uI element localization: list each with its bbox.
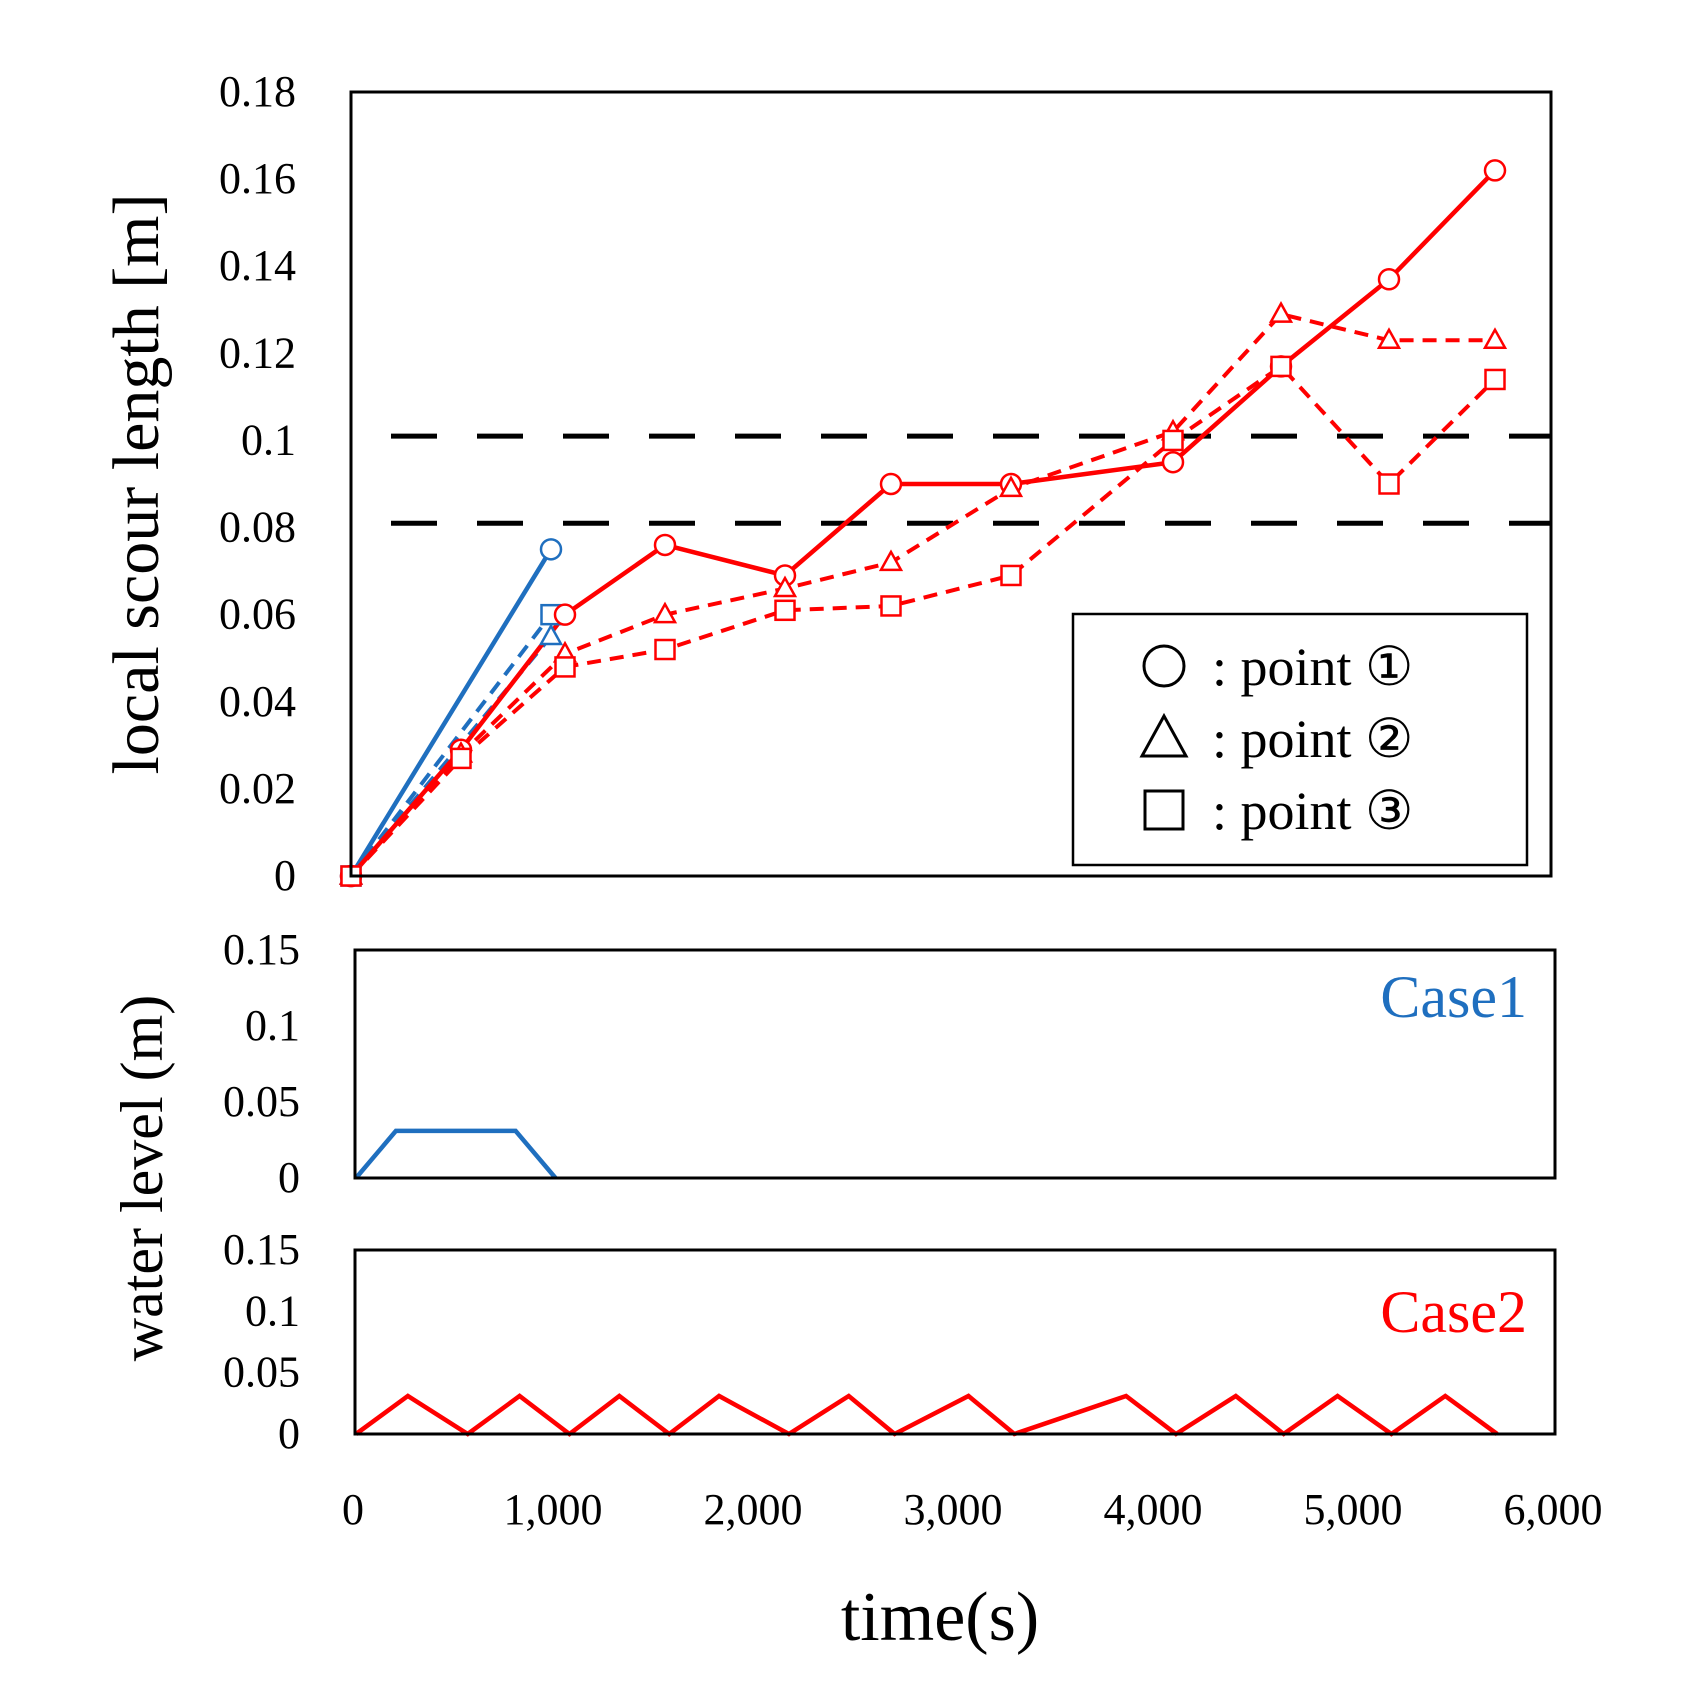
case2-water-level-panel: 0 0.05 0.1 0.15 Case2 xyxy=(223,1225,1557,1458)
x-axis-title: time(s) xyxy=(841,1579,1039,1656)
y-tick-label: 0.05 xyxy=(223,1348,300,1397)
data-point-case2-triangle xyxy=(998,475,1024,498)
y-tick-label: 0.04 xyxy=(219,677,296,726)
data-point-case2-circle xyxy=(553,603,577,626)
data-point-case2-square xyxy=(1270,355,1292,378)
y-tick-label: 0.16 xyxy=(219,154,296,203)
x-tick-label: 4,000 xyxy=(1104,1485,1203,1534)
y-tick-label: 0.14 xyxy=(219,241,296,290)
y-tick-label: 0.15 xyxy=(223,925,300,974)
y-tick-label: 0.15 xyxy=(223,1225,300,1274)
data-point-case1-circle xyxy=(539,538,563,561)
y-tick-label: 0.18 xyxy=(219,67,296,116)
data-point-case2-circle xyxy=(653,533,677,557)
case-label: Case2 xyxy=(1380,1279,1527,1345)
y-axis-title: local scour length [m] xyxy=(100,194,173,775)
x-tick-label: 0 xyxy=(342,1485,364,1534)
y-tick-label: 0.1 xyxy=(245,1286,300,1335)
y-tick-label: 0.08 xyxy=(219,503,296,552)
data-point-case2-triangle xyxy=(652,601,678,624)
legend-label: : point ② xyxy=(1212,709,1413,769)
data-point-case2-triangle xyxy=(878,549,904,572)
y-tick-label: 0.1 xyxy=(241,415,296,464)
case1-water-level-panel: 0 0.05 0.1 0.15 Case1 xyxy=(223,925,1557,1202)
x-tick-label: 6,000 xyxy=(1504,1485,1603,1534)
data-point-case2-square xyxy=(1162,429,1184,452)
data-point-case2-circle xyxy=(1483,159,1507,182)
data-point-case2-triangle xyxy=(1376,327,1402,350)
plot-frame xyxy=(349,90,1553,878)
y-tick-label: 0 xyxy=(278,1153,300,1202)
legend-square-icon xyxy=(1143,789,1185,831)
data-point-case2-square xyxy=(450,747,472,770)
case-label: Case1 xyxy=(1380,964,1527,1030)
plot-frame xyxy=(353,948,1557,1180)
y-tick-label: 0.06 xyxy=(219,590,296,639)
data-point-case2-circle xyxy=(879,472,903,496)
shared-axis-labels: 0 1,000 2,000 3,000 4,000 5,000 6,000 time(s) wa… xyxy=(109,995,1603,1656)
data-point-case2-square xyxy=(1000,564,1022,587)
x-tick-label: 3,000 xyxy=(904,1485,1003,1534)
series-line-case1-circle xyxy=(349,548,553,878)
legend: : point ① : point ② : point ③ xyxy=(1071,612,1529,867)
x-tick-label: 5,000 xyxy=(1304,1485,1403,1534)
data-point-case2-square xyxy=(774,599,796,622)
data-point-case2-triangle xyxy=(1482,327,1508,350)
data-point-case2-square xyxy=(880,595,902,617)
y-tick-label: 0 xyxy=(278,1409,300,1458)
data-point-case2-circle xyxy=(1377,268,1401,291)
scour-length-panel: 0 0.02 0.04 0.06 0.08 0.1 0.12 0.14 0.16 0.18 : po… xyxy=(100,67,1553,900)
x-tick-label: 1,000 xyxy=(504,1485,603,1534)
data-point-case1-triangle xyxy=(538,623,564,646)
data-point-case2-triangle xyxy=(772,575,798,598)
y-tick-label: 0.05 xyxy=(223,1077,300,1126)
data-point-case2-square xyxy=(654,638,676,661)
legend-triangle-icon xyxy=(1139,712,1189,758)
water-level-line xyxy=(354,1393,1499,1437)
legend-box xyxy=(1071,612,1529,867)
y-tick-label: 0.1 xyxy=(245,1001,300,1050)
legend-label: : point ① xyxy=(1212,637,1413,697)
x-tick-label: 2,000 xyxy=(704,1485,803,1534)
data-point-case2-square xyxy=(1484,368,1506,391)
y-tick-label: 0 xyxy=(274,851,296,900)
plot-frame xyxy=(353,1248,1557,1436)
legend-circle-icon xyxy=(1142,644,1186,688)
water-level-line xyxy=(354,1128,558,1180)
y-tick-label: 0.12 xyxy=(219,328,296,377)
data-point-case2-circle xyxy=(1161,450,1185,474)
legend-label: : point ③ xyxy=(1212,781,1413,841)
data-point-case2-square xyxy=(554,656,576,678)
water-level-axis-title: water level (m) xyxy=(109,995,175,1361)
y-tick-label: 0.02 xyxy=(219,764,296,813)
data-point-case2-triangle xyxy=(1268,301,1294,323)
data-point-case2-square xyxy=(1378,473,1400,495)
